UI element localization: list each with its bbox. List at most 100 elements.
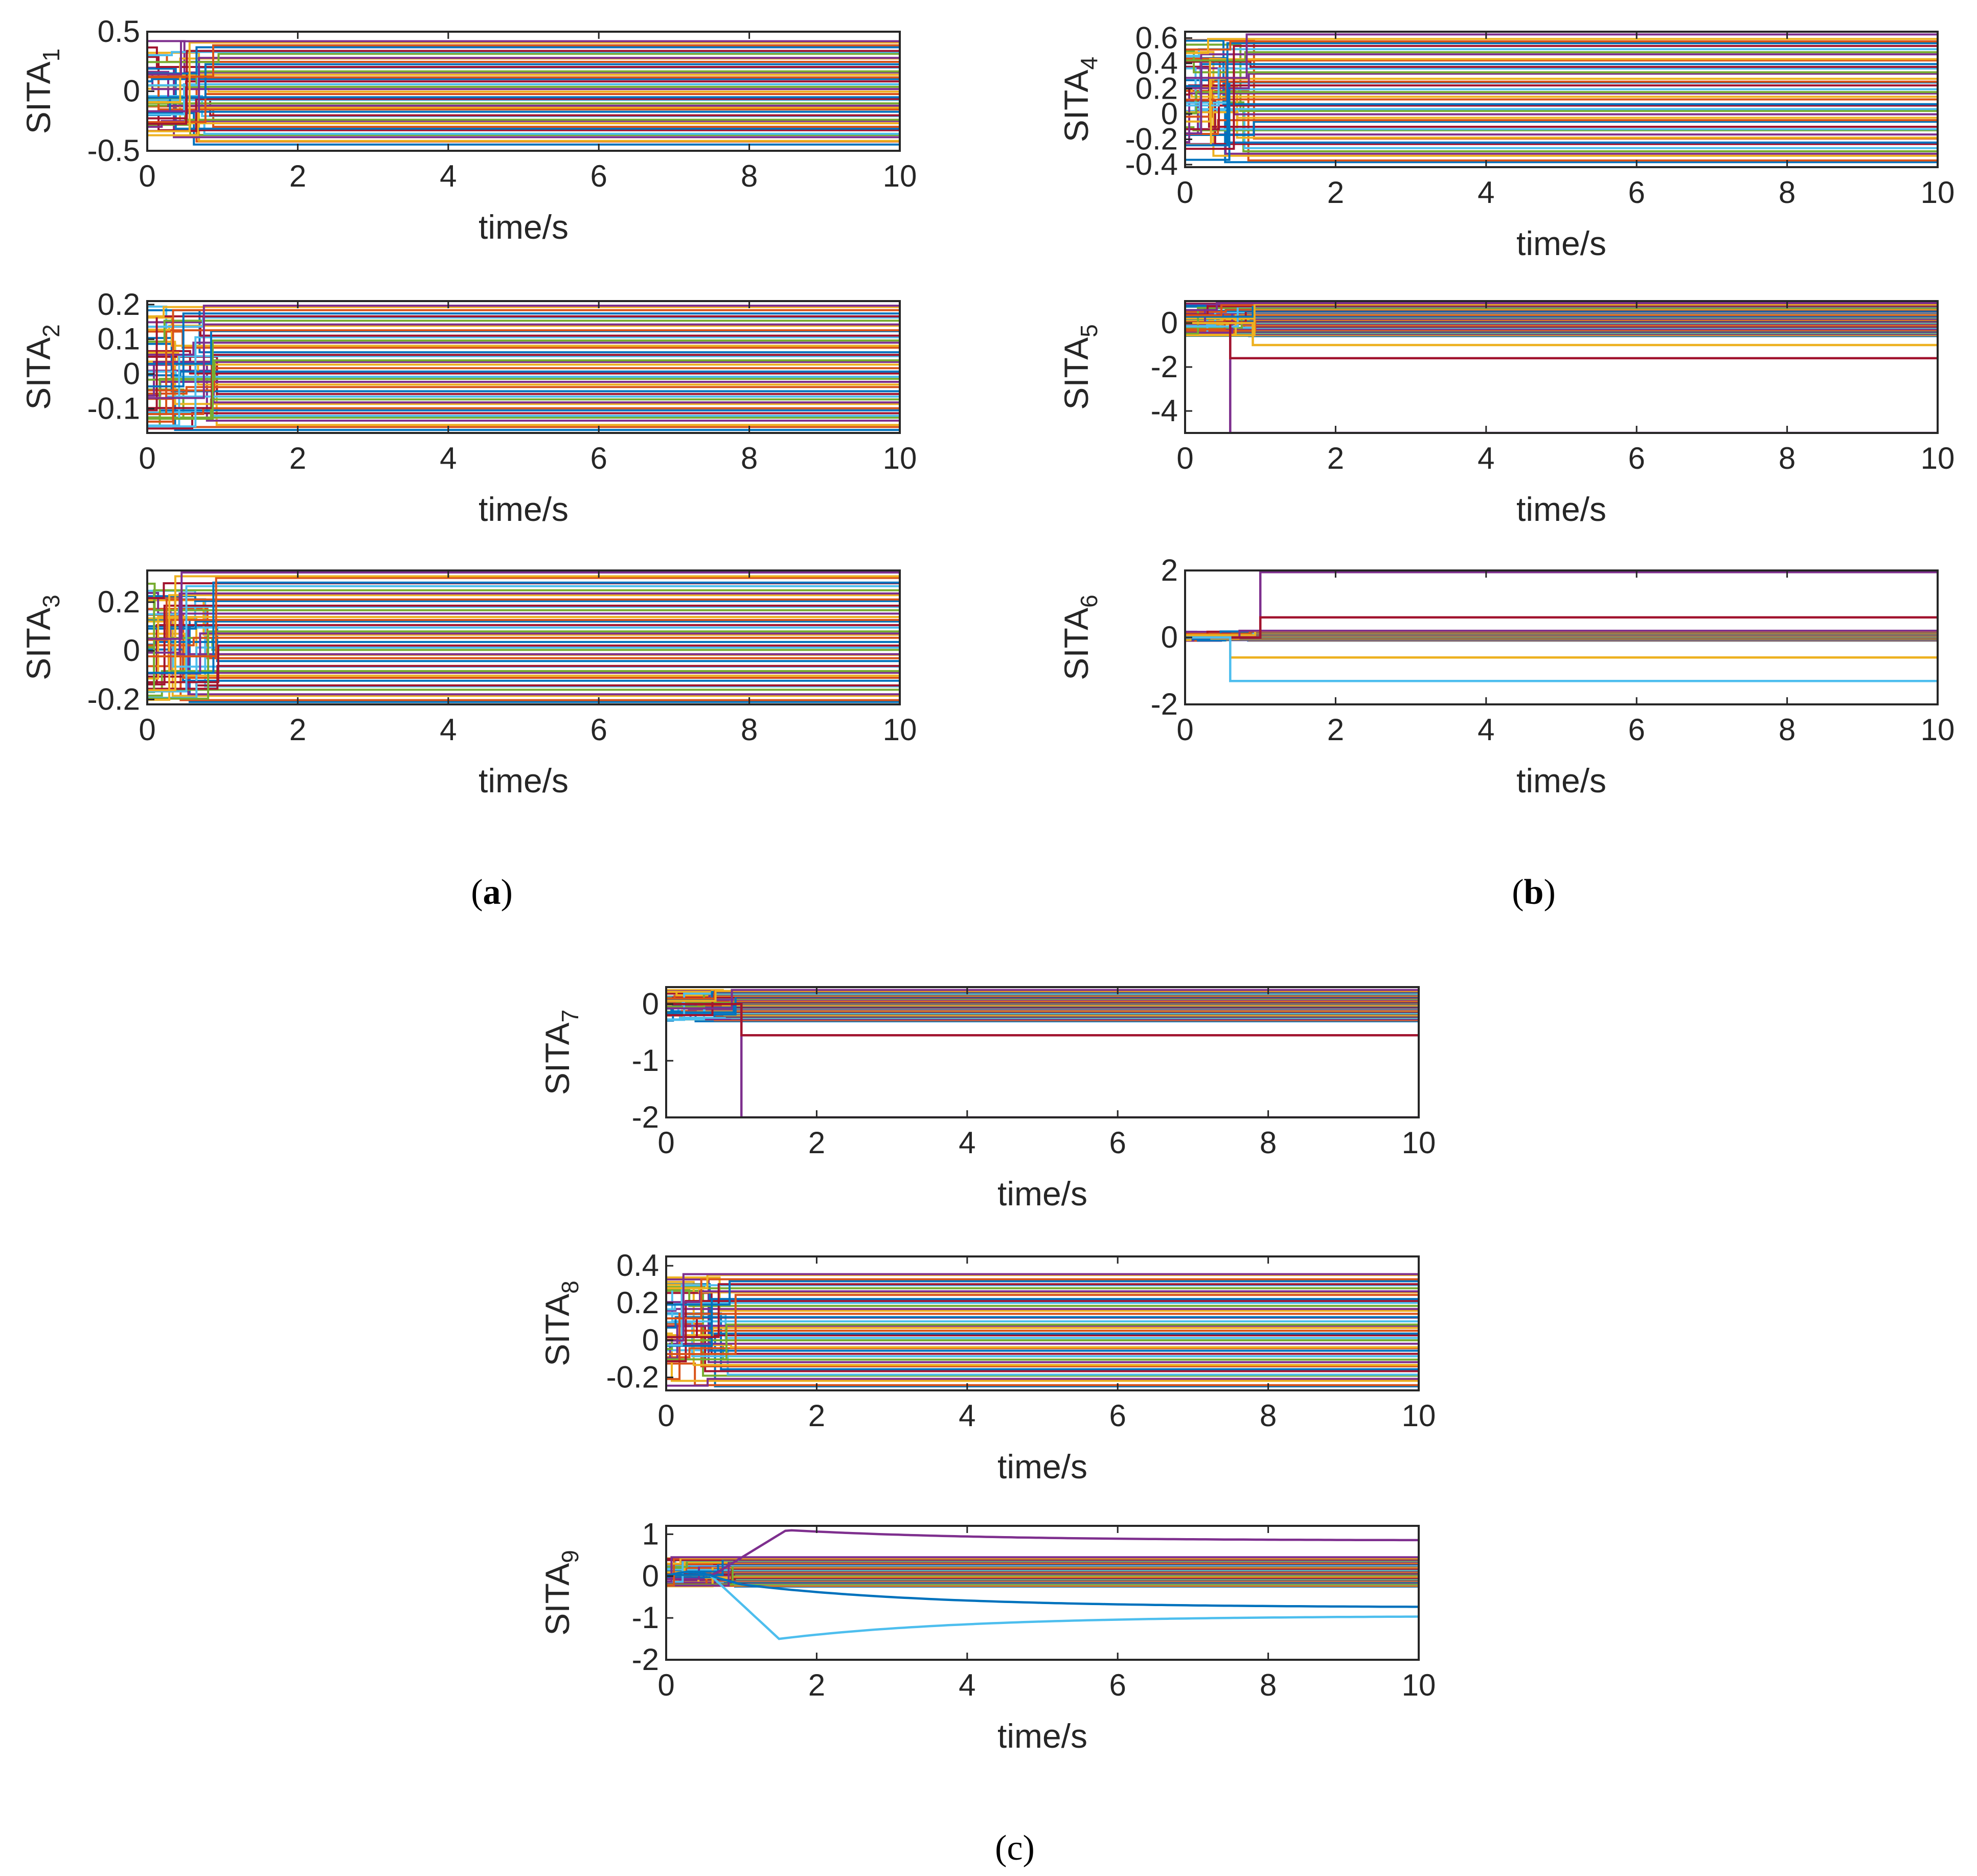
y-tick-label: 0	[1161, 306, 1178, 340]
x-tick-label: 10	[1921, 713, 1955, 747]
y-axis-label: SITA2	[19, 324, 64, 409]
svg-text:(a): (a)	[471, 873, 513, 912]
data-series-line	[147, 604, 900, 685]
data-series-line	[147, 72, 900, 76]
axes-frame	[665, 1255, 1420, 1391]
x-tick-label: 6	[1628, 441, 1645, 475]
data-series-line	[1185, 59, 1938, 101]
y-axis-label: SITA9	[538, 1550, 583, 1635]
y-axis-label: SITA4	[1057, 57, 1102, 142]
y-tick-label: 0	[123, 357, 140, 391]
caption-letter: c	[1007, 1828, 1022, 1868]
x-tick-label: 2	[1327, 175, 1344, 210]
x-tick-label: 6	[590, 713, 607, 747]
data-series-line	[666, 1334, 1419, 1338]
y-tick-label: -0.2	[87, 682, 140, 716]
data-series-line	[666, 1286, 1419, 1290]
y-tick-label: 0	[642, 1559, 659, 1593]
caption-close-paren: )	[1543, 873, 1555, 912]
data-series-line	[147, 594, 900, 701]
x-tick-label: 4	[440, 713, 457, 747]
data-series-line	[1185, 33, 1938, 79]
x-tick-label: 2	[289, 441, 306, 475]
data-series-line	[666, 1300, 1419, 1362]
subplot-sita-5: 0 2 4 6 8 10 0 -2 -4 time/s SITA5	[1057, 300, 1955, 528]
data-series-line	[147, 577, 900, 657]
y-tick-label: -0.2	[606, 1360, 659, 1394]
x-tick-label: 4	[440, 441, 457, 475]
x-axis-label: time/s	[479, 762, 569, 799]
data-series-line	[147, 624, 900, 683]
data-series-line	[147, 110, 900, 114]
data-series-line	[1185, 303, 1938, 337]
data-series-line	[147, 316, 900, 347]
x-tick-label: 4	[1478, 175, 1494, 210]
y-tick-label: 0.2	[98, 585, 140, 619]
data-series-line	[147, 78, 900, 83]
data-series-line	[666, 1378, 1419, 1387]
x-axis-label: time/s	[997, 1717, 1087, 1755]
data-series-line	[666, 1294, 1419, 1355]
y-tick-label: 1	[642, 1517, 659, 1551]
outlier-series-line	[1185, 571, 1938, 639]
data-series-line	[147, 571, 900, 640]
x-tick-label: 8	[741, 159, 758, 193]
x-axis-label: time/s	[997, 1448, 1087, 1485]
data-series-line	[147, 371, 900, 378]
y-axis-label-subscript: 7	[557, 1010, 583, 1023]
y-tick-label: 0	[1161, 620, 1178, 654]
series-group	[147, 40, 900, 146]
subplot-sita-7: 0 2 4 6 8 10 0 -1 -2 time/s SITA7	[538, 986, 1436, 1212]
transient-series-line	[666, 1570, 1419, 1640]
data-series-line	[147, 315, 900, 411]
data-series-line	[666, 1280, 1419, 1306]
data-series-line	[147, 46, 900, 68]
x-tick-label: 8	[1260, 1126, 1277, 1160]
axes-frame	[146, 569, 901, 705]
outlier-series-line	[1185, 636, 1938, 682]
data-series-line	[666, 1316, 1419, 1329]
y-tick-label: 0	[123, 633, 140, 668]
data-series-line	[666, 1273, 1419, 1342]
series-group	[666, 989, 1419, 1117]
x-tick-label: 2	[1327, 441, 1344, 475]
transient-series-line	[666, 1529, 1419, 1577]
series-group	[1185, 302, 1938, 433]
outlier-series-line	[666, 1003, 1419, 1037]
y-tick-label: -4	[1151, 394, 1178, 428]
transient-series-line	[666, 1570, 1419, 1608]
x-tick-label: 8	[1260, 1399, 1277, 1433]
y-tick-label: 0.6	[1135, 20, 1178, 55]
x-tick-label: 2	[808, 1126, 825, 1160]
data-series-line	[147, 636, 900, 647]
data-series-line	[1185, 89, 1938, 162]
x-tick-label: 4	[959, 1126, 975, 1160]
y-axis-label: SITA1	[19, 49, 64, 134]
x-tick-label: 4	[959, 1399, 975, 1433]
y-tick-label: 0.5	[98, 14, 140, 49]
x-tick-label: 2	[289, 159, 306, 193]
x-tick-label: 0	[139, 441, 155, 475]
y-tick-label: 0	[642, 1323, 659, 1357]
y-tick-label: -1	[632, 1043, 659, 1078]
data-series-line	[1185, 84, 1938, 96]
y-tick-label: -0.4	[1125, 147, 1178, 181]
axes-frame	[665, 986, 1420, 1118]
y-axis-label-main: SITA	[1057, 337, 1095, 410]
data-series-line	[147, 575, 900, 692]
x-tick-label: 2	[808, 1399, 825, 1433]
x-tick-label: 10	[883, 441, 917, 475]
y-axis-label-subscript: 2	[38, 324, 64, 337]
y-axis-label-subscript: 1	[38, 49, 64, 62]
caption-open-paren: (	[471, 873, 483, 912]
y-axis-label-main: SITA	[1057, 608, 1095, 680]
x-axis-label: time/s	[479, 490, 569, 528]
caption-close-paren: )	[501, 873, 513, 912]
caption-open-paren: (	[1512, 873, 1524, 912]
data-series-line	[147, 585, 900, 693]
y-tick-label: -2	[632, 1100, 659, 1134]
data-series-line	[666, 1280, 1419, 1366]
